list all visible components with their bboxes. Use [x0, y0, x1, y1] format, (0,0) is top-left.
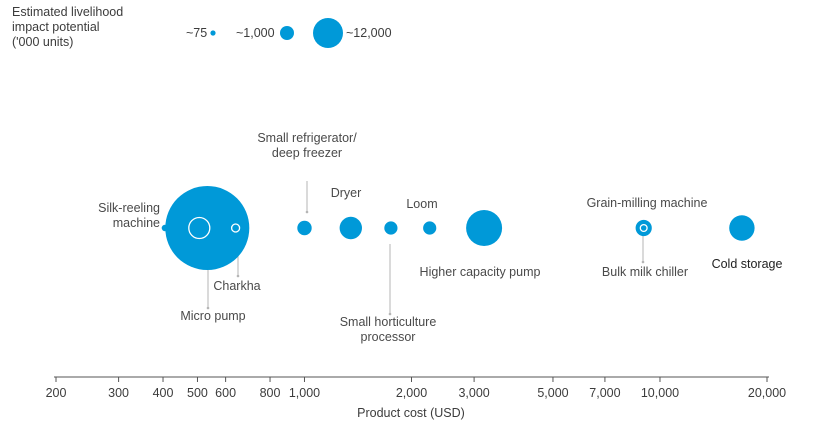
bubbles: [161, 186, 755, 270]
label-micro-pump: Micro pump: [180, 309, 245, 323]
legend-bubble-1: [210, 30, 216, 36]
legend-bubble-2: [280, 26, 294, 40]
x-tick-label-500: 500: [187, 386, 208, 400]
label-small-horticulture-processor-line-1: Small horticulture: [340, 315, 437, 329]
bubble-cold-storage: [729, 215, 755, 241]
bubble-grain-milling-machine: [635, 219, 652, 237]
label-bulk-milk-chiller: Bulk milk chiller: [602, 265, 688, 279]
legend-title-line-3: ('000 units): [12, 35, 73, 49]
bubble-charkha: [188, 216, 211, 240]
bubble-higher-capacity-pump: [466, 210, 503, 246]
leader-dot-charkha: [236, 274, 240, 278]
legend-title-line-2: impact potential: [12, 20, 100, 34]
x-tick-label-7000: 7,000: [589, 386, 620, 400]
leader-dot-micro-pump: [206, 306, 210, 310]
label-silk-reeling-machine-line-2: machine: [113, 216, 160, 230]
legend-label-2: ~1,000: [236, 26, 275, 40]
leader-dot-bulk-milk-chiller: [641, 260, 645, 264]
x-tick-label-3000: 3,000: [458, 386, 489, 400]
label-small-refrigerator-deep-freezer-line-1: Small refrigerator/: [257, 131, 357, 145]
bubble-small-refrigerator-deep-freezer: [297, 220, 312, 236]
legend-title-line-1: Estimated livelihood: [12, 5, 123, 19]
leader-dot-small-horticulture-processor: [388, 312, 392, 316]
x-tick-label-2000: 2,000: [396, 386, 427, 400]
bubble-charkha-small: [230, 223, 241, 233]
label-silk-reeling-machine-line-1: Silk-reeling: [98, 201, 160, 215]
x-tick-label-600: 600: [215, 386, 236, 400]
label-higher-capacity-pump: Higher capacity pump: [420, 265, 541, 279]
bubble-micro-pump: [165, 186, 250, 270]
bubble-bulk-milk-chiller: [639, 223, 648, 233]
x-tick-label-10000: 10,000: [641, 386, 679, 400]
label-grain-milling-machine: Grain-milling machine: [587, 196, 708, 210]
label-small-horticulture-processor-line-2: processor: [361, 330, 416, 344]
leader-dot-small-refrigerator-deep-freezer: [305, 210, 309, 214]
label-small-refrigerator-deep-freezer-line-2: deep freezer: [272, 146, 342, 160]
x-tick-label-800: 800: [260, 386, 281, 400]
x-tick-label-300: 300: [108, 386, 129, 400]
x-tick-label-5000: 5,000: [537, 386, 568, 400]
legend-bubble-3: [313, 18, 343, 48]
bubble-silk-reeling-machine: [161, 224, 169, 232]
label-charkha: Charkha: [213, 279, 260, 293]
bubble-dryer: [339, 216, 362, 240]
x-tick-label-400: 400: [153, 386, 174, 400]
label-loom: Loom: [406, 197, 437, 211]
x-axis-title: Product cost (USD): [357, 406, 465, 420]
legend-label-3: ~12,000: [346, 26, 392, 40]
x-axis: 200 300 400 500 600 800 1,000 2,000 3,000 5,000 7,…: [46, 376, 786, 420]
x-tick-label-20000: 20,000: [748, 386, 786, 400]
bubble-small-horticulture-processor: [384, 221, 398, 235]
x-tick-label-200: 200: [46, 386, 67, 400]
label-dryer: Dryer: [331, 186, 362, 200]
label-cold-storage: Cold storage: [712, 257, 783, 271]
x-tick-label-1000: 1,000: [289, 386, 320, 400]
legend-label-1: ~75: [186, 26, 207, 40]
bubble-loom: [423, 221, 437, 235]
